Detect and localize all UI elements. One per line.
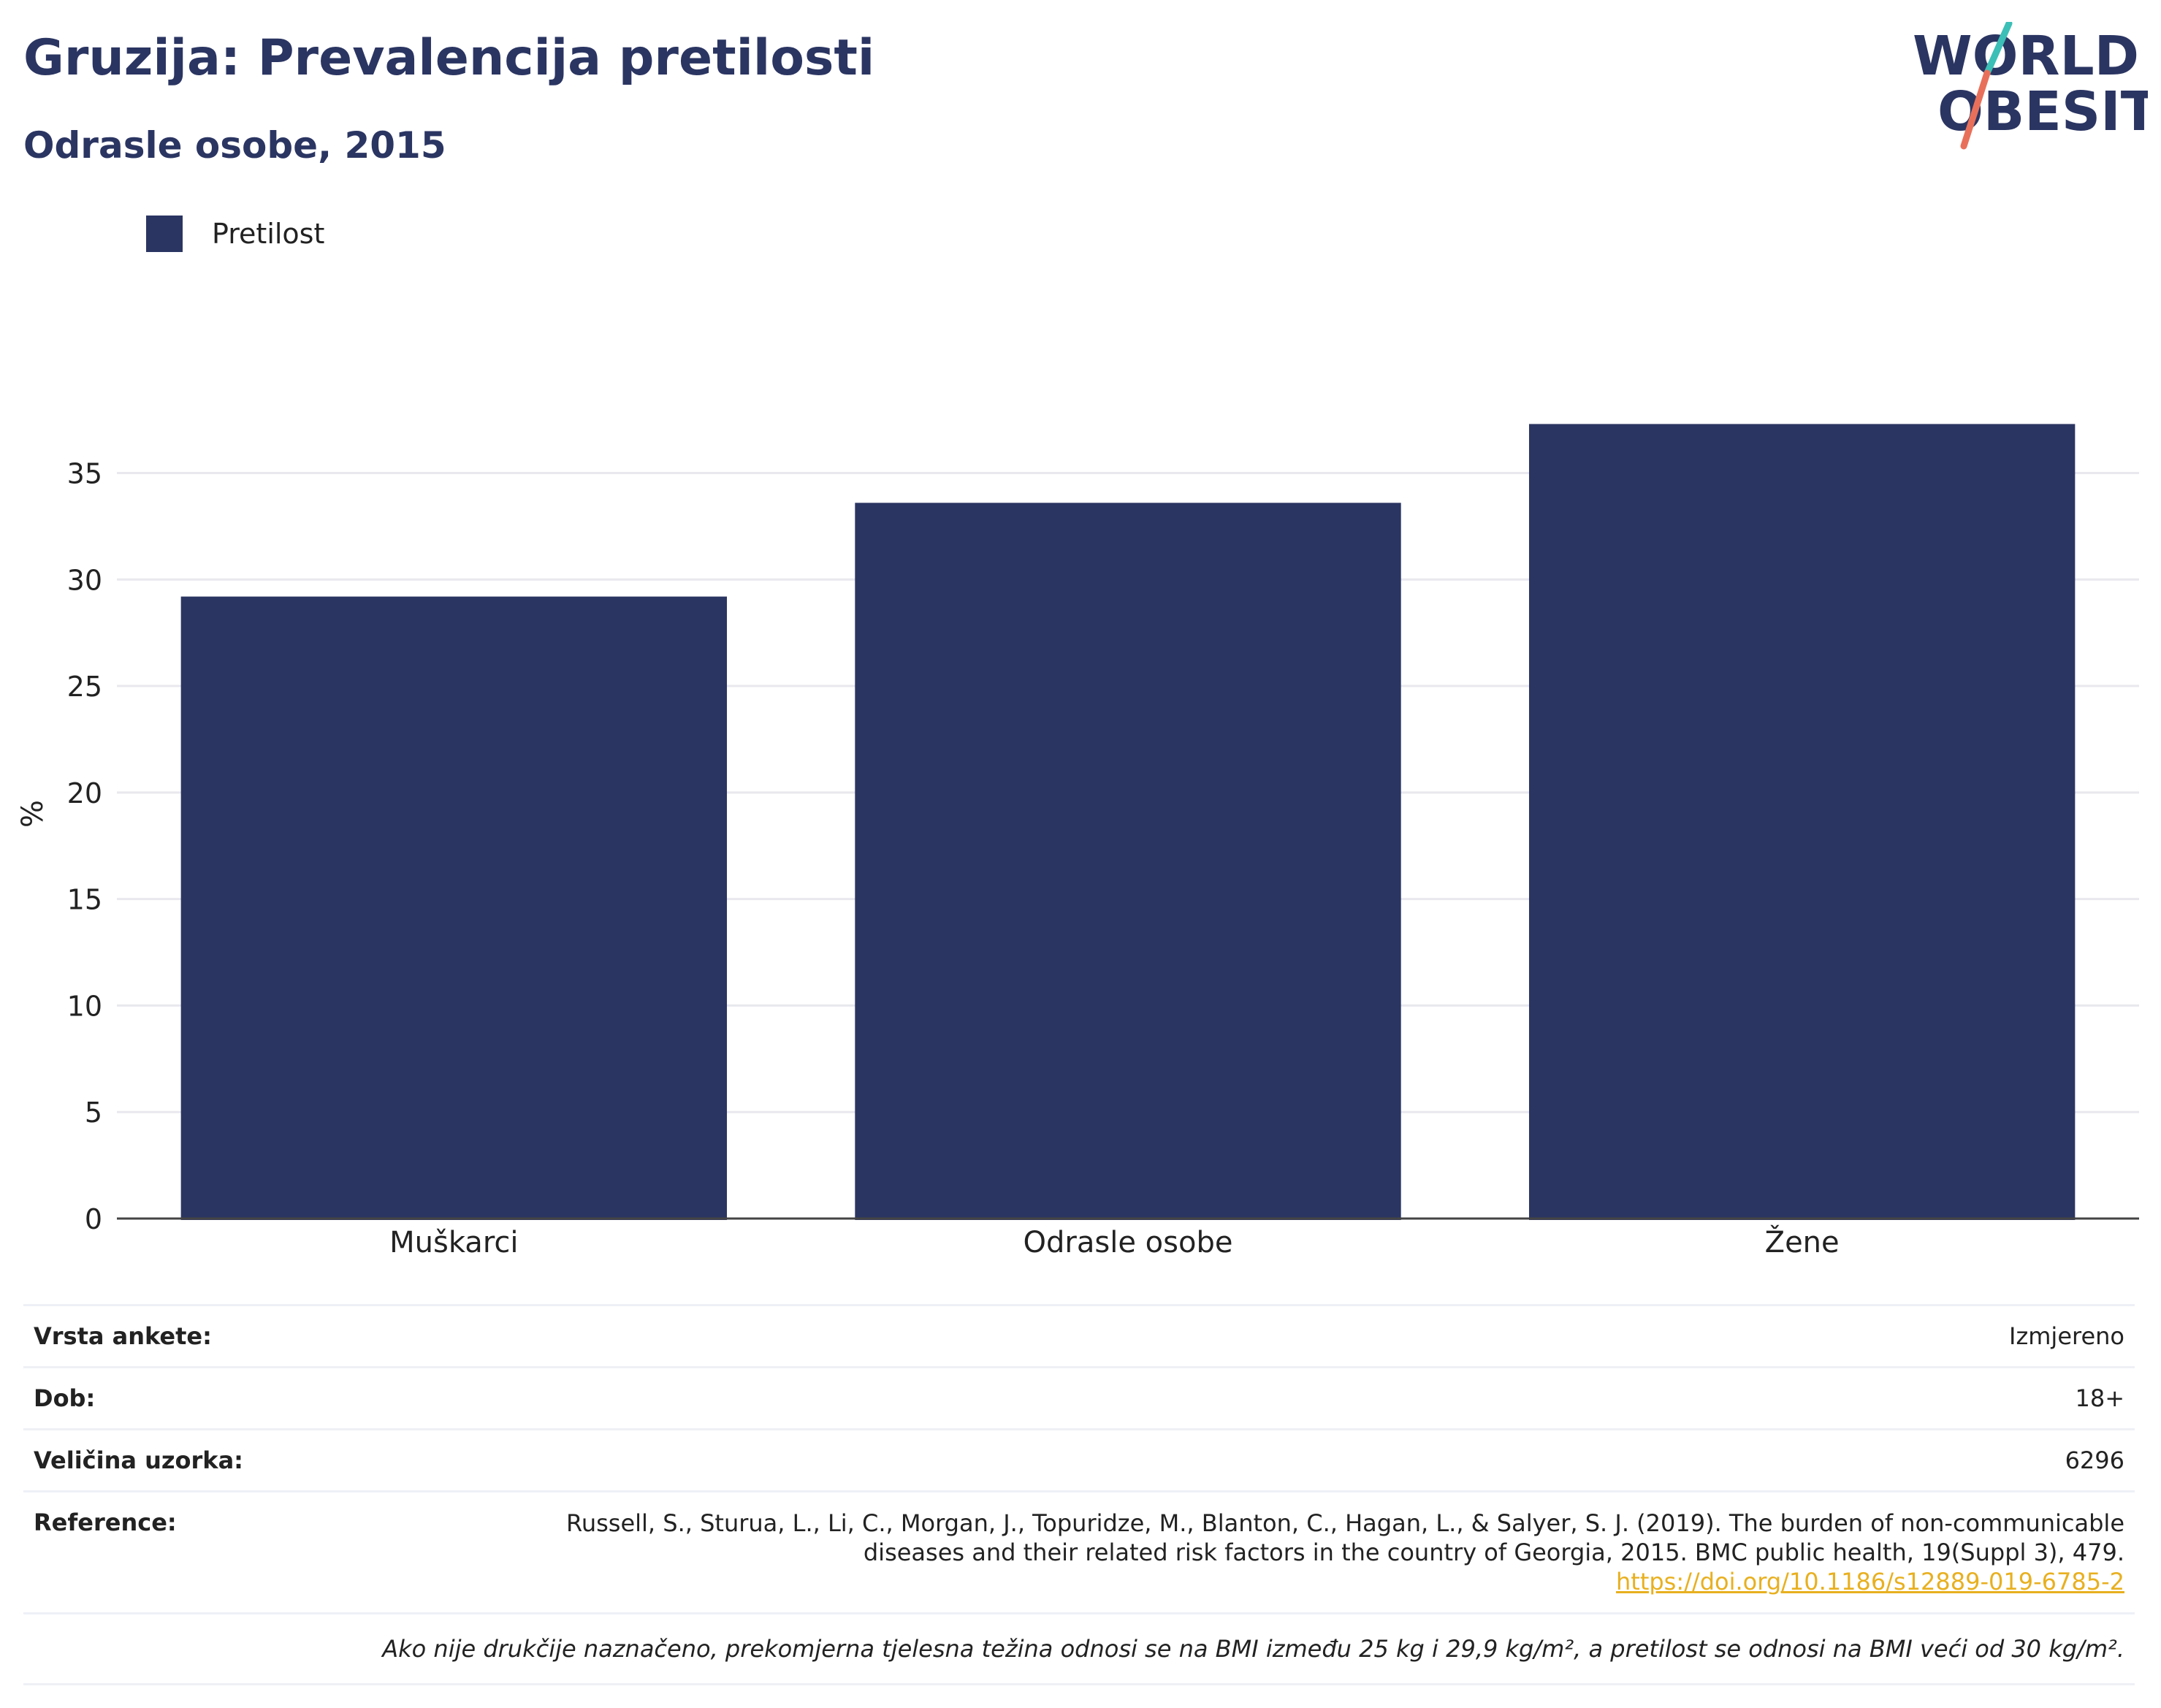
- bar: [855, 503, 1401, 1220]
- world-obesity-logo: WORLD OBESITY: [1913, 22, 2148, 150]
- y-tick-label: 5: [85, 1097, 102, 1129]
- reference-line-2: diseases and their related risk factors …: [863, 1539, 2124, 1566]
- age-label: Dob:: [34, 1384, 96, 1412]
- logo-slash-bottom: [1960, 69, 1991, 150]
- x-tick-label: Odrasle osobe: [1024, 1226, 1233, 1259]
- sample-size-value: 6296: [2065, 1446, 2124, 1474]
- reference-doi-link[interactable]: https://doi.org/10.1186/s12889-019-6785-…: [1615, 1568, 2124, 1595]
- info-row-survey-type: Vrsta ankete: Izmjereno: [23, 1304, 2135, 1366]
- y-tick-label: 35: [67, 457, 102, 489]
- survey-type-value: Izmjereno: [2009, 1322, 2124, 1350]
- y-tick-label: 20: [67, 777, 102, 809]
- definition-note: Ako nije drukčije naznačeno, prekomjerna…: [23, 1612, 2135, 1685]
- x-tick-label: Muškarci: [389, 1226, 518, 1259]
- age-value: 18+: [2075, 1384, 2124, 1412]
- y-axis-label: %: [16, 800, 50, 828]
- info-table: Vrsta ankete: Izmjereno Dob: 18+ Veličin…: [23, 1304, 2135, 1685]
- x-tick-label: Žene: [1765, 1224, 1840, 1259]
- chart-legend: Pretilost: [146, 216, 324, 252]
- logo-slash-top: [1983, 22, 2013, 77]
- legend-swatch: [146, 216, 183, 252]
- y-tick-label: 25: [67, 671, 102, 703]
- survey-type-label: Vrsta ankete:: [34, 1322, 212, 1350]
- reference-line-1: Russell, S., Sturua, L., Li, C., Morgan,…: [566, 1509, 2124, 1537]
- sample-size-label: Veličina uzorka:: [34, 1446, 243, 1474]
- bar: [1528, 424, 2076, 1220]
- info-row-reference: Reference: Russell, S., Sturua, L., Li, …: [23, 1490, 2135, 1612]
- logo-word-world: WORLD: [1913, 25, 2139, 88]
- y-tick-label: 0: [85, 1203, 102, 1235]
- bar-chart: 0 5 10 15 20 25 30 35 Muškarci Odrasle osobe Žene…: [16, 424, 2139, 1259]
- info-row-age: Dob: 18+: [23, 1366, 2135, 1428]
- page-title: Gruzija: Prevalencija pretilosti: [23, 29, 875, 87]
- y-tick-label: 30: [67, 564, 102, 596]
- legend-label: Pretilost: [212, 218, 325, 250]
- page-subtitle: Odrasle osobe, 2015: [23, 124, 446, 167]
- y-tick-label: 15: [67, 884, 102, 916]
- reference-label: Reference:: [34, 1509, 177, 1536]
- bar: [180, 596, 728, 1220]
- reference-value: Russell, S., Sturua, L., Li, C., Morgan,…: [566, 1509, 2124, 1596]
- y-tick-label: 10: [67, 990, 102, 1022]
- info-row-sample-size: Veličina uzorka: 6296: [23, 1428, 2135, 1490]
